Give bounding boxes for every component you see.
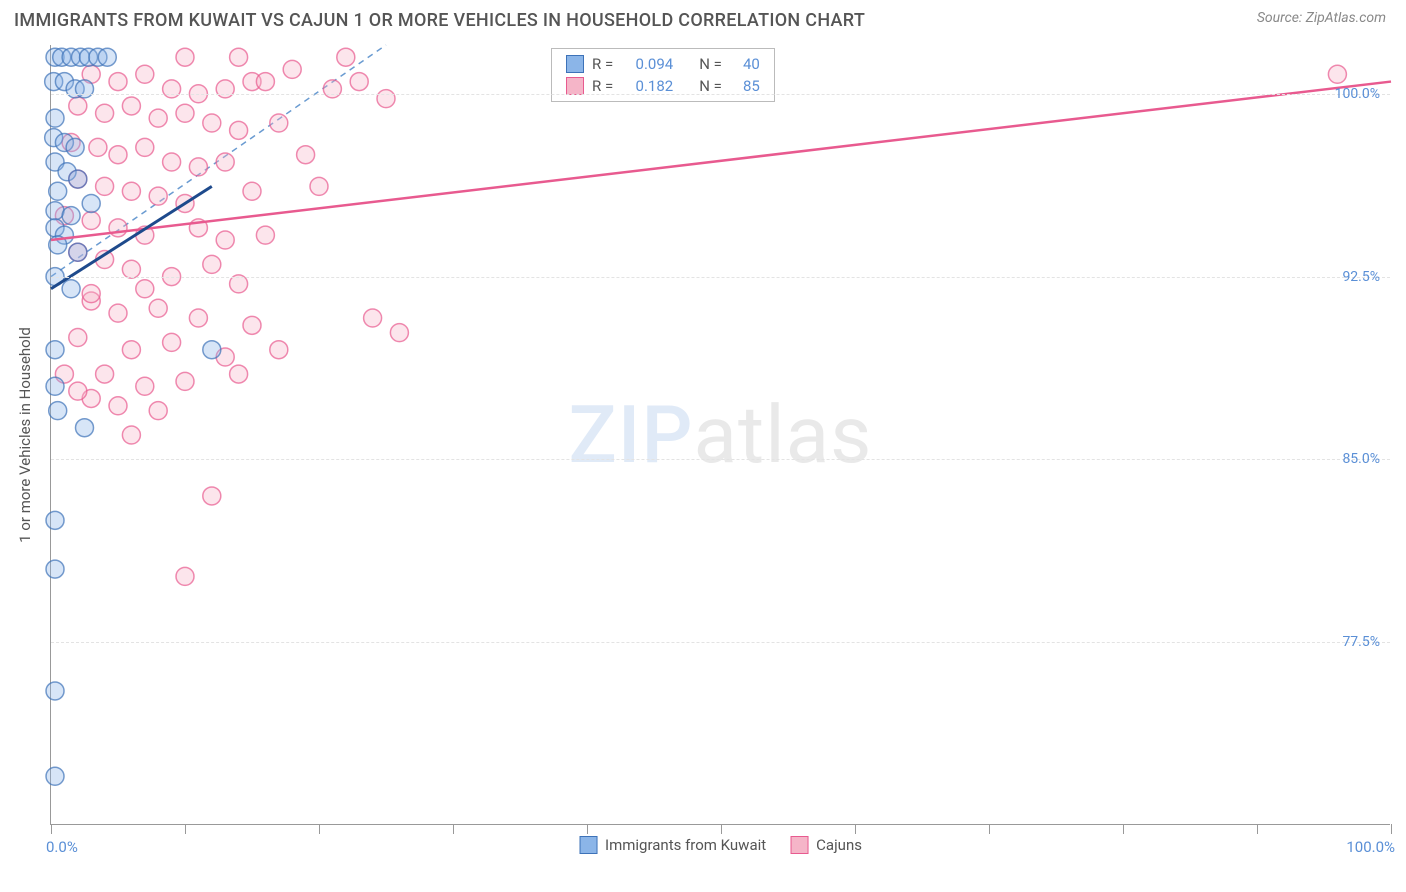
series-legend-item: Immigrants from Kuwait — [579, 836, 766, 854]
n-value: 40 — [730, 55, 760, 73]
x-tick — [51, 824, 52, 834]
legend-swatch — [566, 55, 584, 73]
r-label: R = — [592, 55, 613, 73]
x-tick — [989, 824, 990, 834]
y-tick-label: 77.5% — [1342, 634, 1380, 650]
x-tick — [1123, 824, 1124, 834]
stats-legend-row: R = 0.094 N = 40 — [566, 53, 760, 75]
x-tick — [453, 824, 454, 834]
legend-swatch — [579, 836, 597, 854]
n-label: N = — [699, 55, 722, 73]
x-tick — [721, 824, 722, 834]
r-value: 0.182 — [621, 77, 673, 95]
n-label: N = — [699, 77, 722, 95]
legend-swatch — [790, 836, 808, 854]
gridline-h — [51, 94, 1390, 95]
x-tick-label: 100.0% — [1346, 838, 1395, 856]
r-label: R = — [592, 77, 613, 95]
x-tick — [1257, 824, 1258, 834]
n-value: 85 — [730, 77, 760, 95]
x-tick — [185, 824, 186, 834]
r-value: 0.094 — [621, 55, 673, 73]
series-legend-item: Cajuns — [790, 836, 862, 854]
y-tick-label: 85.0% — [1342, 451, 1380, 467]
gridline-h — [51, 277, 1390, 278]
series-legend: Immigrants from Kuwait Cajuns — [579, 836, 862, 854]
legend-label: Immigrants from Kuwait — [605, 836, 766, 854]
x-tick — [319, 824, 320, 834]
chart-svg — [51, 45, 1390, 824]
y-tick-label: 92.5% — [1342, 269, 1380, 285]
y-tick-label: 100.0% — [1335, 86, 1380, 102]
x-tick — [855, 824, 856, 834]
legend-label: Cajuns — [816, 836, 862, 854]
x-tick — [1391, 824, 1392, 834]
gridline-h — [51, 459, 1390, 460]
y-axis-label-container: 1 or more Vehicles in Household — [15, 45, 35, 825]
source-attribution: Source: ZipAtlas.com — [1257, 10, 1386, 26]
x-tick — [587, 824, 588, 834]
legend-swatch — [566, 77, 584, 95]
gridline-h — [51, 642, 1390, 643]
x-tick-label: 0.0% — [46, 838, 78, 856]
plot-area: ZIPatlas R =0.094N =40R =0.182N =85 Immi… — [50, 45, 1390, 825]
chart-title: IMMIGRANTS FROM KUWAIT VS CAJUN 1 OR MOR… — [14, 10, 865, 31]
y-axis-label: 1 or more Vehicles in Household — [16, 327, 34, 543]
